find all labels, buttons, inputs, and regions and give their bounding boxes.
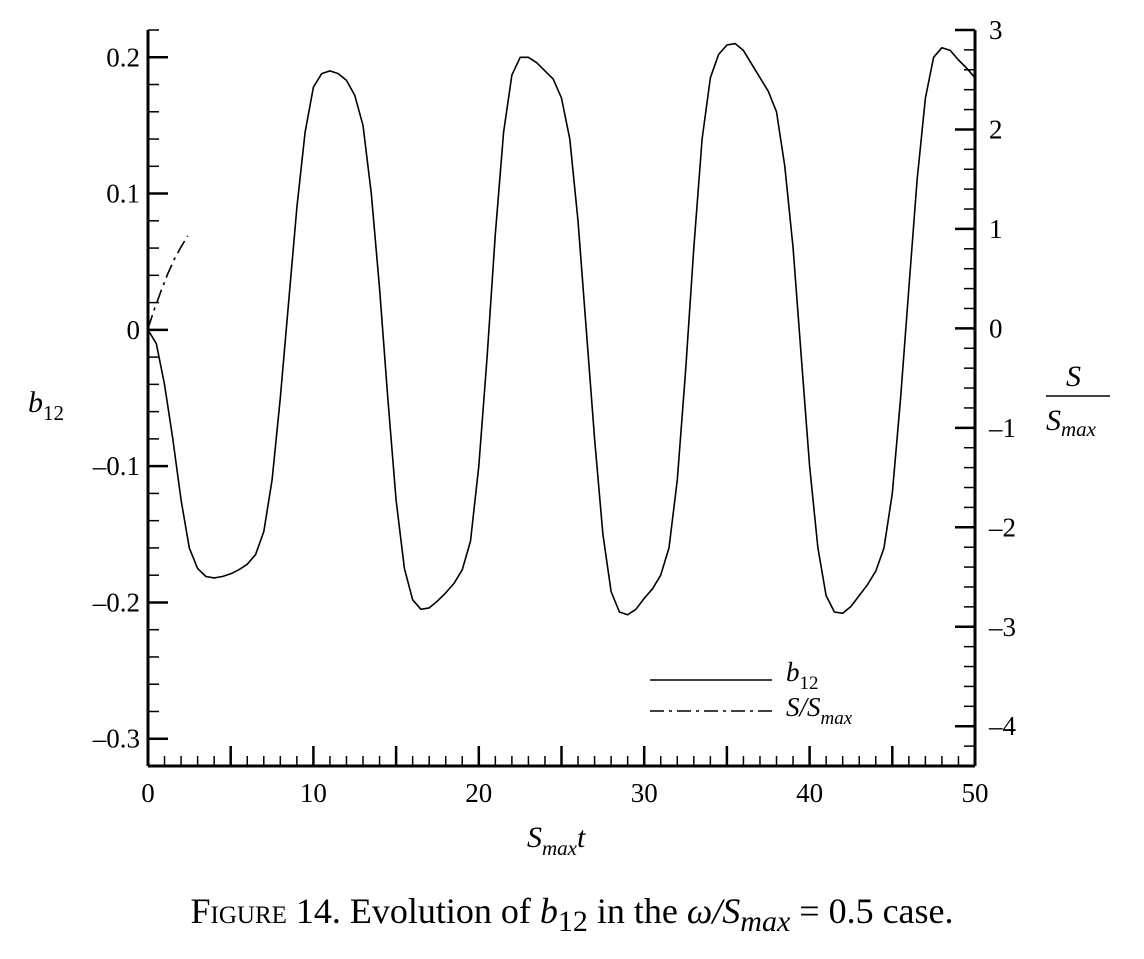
y2-tick-label: –1	[988, 413, 1016, 443]
caption-b: b	[539, 891, 558, 931]
y2-tick-label: 1	[989, 214, 1003, 244]
caption-number: 14. Evolution of	[286, 891, 540, 931]
y2-tick-label: 0	[989, 313, 1003, 343]
y2-tick-label: –3	[988, 612, 1016, 642]
caption-tail: = 0.5 case.	[790, 891, 954, 931]
y2-tick-label: –2	[988, 512, 1016, 542]
y-tick-label: –0.3	[92, 724, 140, 754]
caption-mid: in the	[587, 891, 687, 931]
y-tick-label: 0.2	[106, 42, 140, 72]
series-line-s-smax	[147, 235, 189, 329]
series-layer	[147, 42, 976, 616]
y-tick-label: 0.1	[106, 179, 140, 209]
x-tick-label: 50	[962, 778, 989, 808]
caption-omega-sub: max	[740, 905, 791, 939]
caption-omega: ω/S	[686, 891, 741, 931]
x-axis-label: Smaxt	[527, 821, 586, 860]
y2-axis-denominator: Smax	[1046, 404, 1097, 441]
legend-label-s-smax: S/Smax	[786, 692, 853, 729]
y-axis-label: b12	[28, 386, 64, 425]
x-tick-label: 30	[631, 778, 658, 808]
y2-axis-numerator: S	[1066, 360, 1081, 393]
y2-tick-label: 3	[989, 15, 1003, 45]
x-tick-label: 20	[465, 778, 492, 808]
y2-tick-label: –4	[988, 711, 1017, 741]
series-line-b12	[147, 42, 976, 616]
caption-b-sub: 12	[557, 905, 588, 939]
x-tick-label: 40	[796, 778, 823, 808]
legend: b12 S/Smax	[650, 657, 853, 729]
caption-prefix: Figure	[190, 891, 287, 931]
y2-tick-label: 2	[989, 114, 1003, 144]
y-tick-label: –0.2	[92, 587, 140, 617]
y-tick-label: 0	[127, 315, 141, 345]
y2-axis-label: S Smax	[1046, 360, 1110, 441]
legend-label-b12: b12	[786, 657, 819, 694]
figure-caption: Figure 14. Evolution of b12 in the ω/Sma…	[0, 890, 1144, 939]
y-tick-label: –0.1	[92, 451, 140, 481]
x-tick-label: 0	[141, 778, 155, 808]
tick-marks	[146, 28, 977, 767]
x-tick-label: 10	[300, 778, 327, 808]
